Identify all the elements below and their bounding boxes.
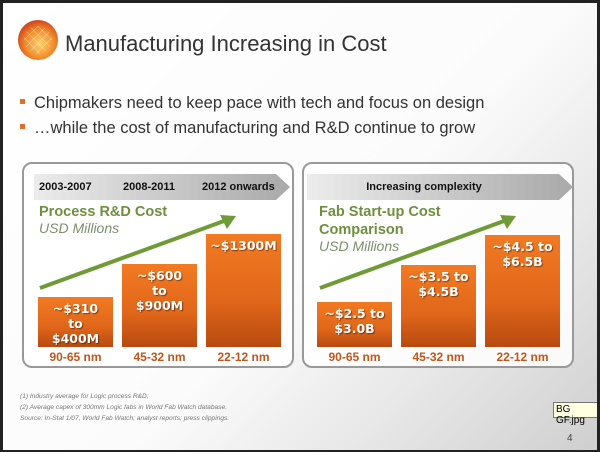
complexity-arrow [307, 174, 573, 200]
bar-value-label: $6.5B [502, 254, 543, 269]
bar-90-65-nm: ~$310 to $400M [38, 297, 113, 347]
footnote: (1) Industry average for Logic process R… [20, 393, 149, 400]
trend-arrow [39, 215, 236, 290]
bullet-text: …while the cost of manufacturing and R&D… [34, 119, 476, 137]
category-label: 90-65 nm [49, 350, 102, 364]
bar-value-label: to [68, 316, 83, 331]
bar-value-label: ~$2.5 to [324, 306, 385, 321]
bullet-text: Chipmakers need to keep pace with tech a… [34, 94, 485, 112]
fab-cost-panel: Increasing complexity Fab Start-up Cost … [302, 162, 574, 368]
chart-unit: USD Millions [39, 220, 120, 236]
bullet-item: Chipmakers need to keep pace with tech a… [20, 94, 484, 113]
chart-title-line: Comparison [319, 222, 404, 238]
filename-tooltip: BG GF.jpg [553, 402, 597, 426]
header-label: 2003-2007 [39, 181, 92, 193]
bar-45-32-nm: ~$3.5 to $4.5B [401, 265, 476, 347]
page-number: 4 [567, 433, 573, 444]
bar-value-label: ~$4.5 to [492, 239, 553, 254]
bar-value-label: to [152, 283, 167, 298]
category-label: 45-32 nm [133, 350, 186, 364]
bar-22-12-nm: ~$4.5 to $6.5B [485, 235, 560, 347]
chart-title: Process R&D Cost [39, 204, 168, 220]
bar-90-65-nm: ~$2.5 to $3.0B [317, 302, 392, 347]
header-label: Increasing complexity [366, 181, 482, 193]
rd-cost-panel: 2003-2007 2008-2011 2012 onwards Process… [22, 162, 294, 368]
category-label: 22-12 nm [496, 350, 549, 364]
category-label: 90-65 nm [328, 350, 381, 364]
bar-value-label: $900M [135, 298, 184, 313]
bar-22-12-nm: ~$1300M [206, 234, 281, 347]
bar-value-label: ~$310 [52, 301, 99, 316]
bar-value-label: $3.0B [334, 321, 375, 336]
category-label: 45-32 nm [412, 350, 465, 364]
bullet-icon [20, 99, 25, 105]
bar-value-label: $400M [51, 331, 100, 346]
chart-unit: USD Millions [319, 238, 400, 254]
bar-45-32-nm: ~$600 to $900M [122, 264, 197, 347]
bar-value-label: ~$3.5 to [408, 269, 469, 284]
category-label: 22-12 nm [217, 350, 270, 364]
header-label: 2012 onwards [202, 181, 275, 193]
bar-value-label: ~$600 [136, 268, 183, 283]
bar-value-label: ~$1300M [210, 238, 277, 253]
chart-title-line: Fab Start-up Cost [319, 204, 441, 220]
company-logo [18, 20, 58, 60]
slide-title: Manufacturing Increasing in Cost [65, 31, 387, 56]
header-label: 2008-2011 [123, 181, 175, 193]
bullet-item: …while the cost of manufacturing and R&D… [20, 119, 475, 138]
bullet-icon [20, 124, 25, 130]
timeline-arrow [34, 174, 290, 200]
footnote: Source: In-Stat 1/07, World Fab Watch; a… [20, 415, 230, 422]
trend-arrow [319, 215, 516, 290]
bar-value-label: $4.5B [418, 284, 459, 299]
slide: Manufacturing Increasing in Cost Chipmak… [3, 3, 597, 450]
footnote: (2) Average capex of 300mm Logic fabs in… [20, 404, 227, 411]
